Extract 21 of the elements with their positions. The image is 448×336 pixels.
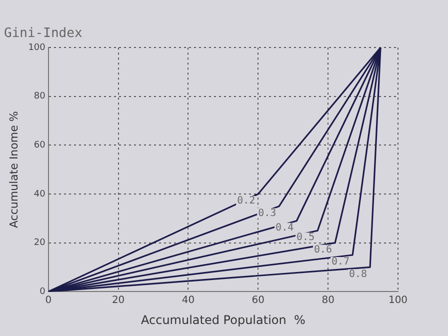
x-tick-label: 80 bbox=[322, 295, 334, 306]
y-tick-label: 80 bbox=[34, 92, 46, 102]
y-tick-label: 100 bbox=[28, 42, 46, 53]
series-label: 0.5 bbox=[296, 232, 315, 244]
series-label: 0.8 bbox=[348, 268, 368, 280]
y-tick-label: 40 bbox=[34, 189, 46, 200]
series-label: 0.2 bbox=[237, 196, 256, 207]
y-tick-label: 20 bbox=[34, 238, 46, 248]
x-axis-title: Accumulated Population % bbox=[140, 312, 306, 327]
x-tick-label: 100 bbox=[388, 295, 408, 306]
x-tick-label: 40 bbox=[182, 295, 195, 306]
y-axis-title: Accumulate Inome % bbox=[7, 111, 20, 228]
series-label: 0.3 bbox=[258, 208, 276, 219]
y-tick-label: 0 bbox=[40, 286, 46, 297]
x-tick-label: 60 bbox=[252, 295, 265, 306]
series-label: 0.4 bbox=[276, 222, 294, 234]
chart-title: Gini-Index bbox=[4, 26, 82, 42]
series-label: 0.6 bbox=[314, 244, 332, 256]
series-label: 0.7 bbox=[331, 256, 350, 268]
y-tick-label: 60 bbox=[34, 140, 46, 151]
x-tick-label: 20 bbox=[112, 295, 125, 306]
